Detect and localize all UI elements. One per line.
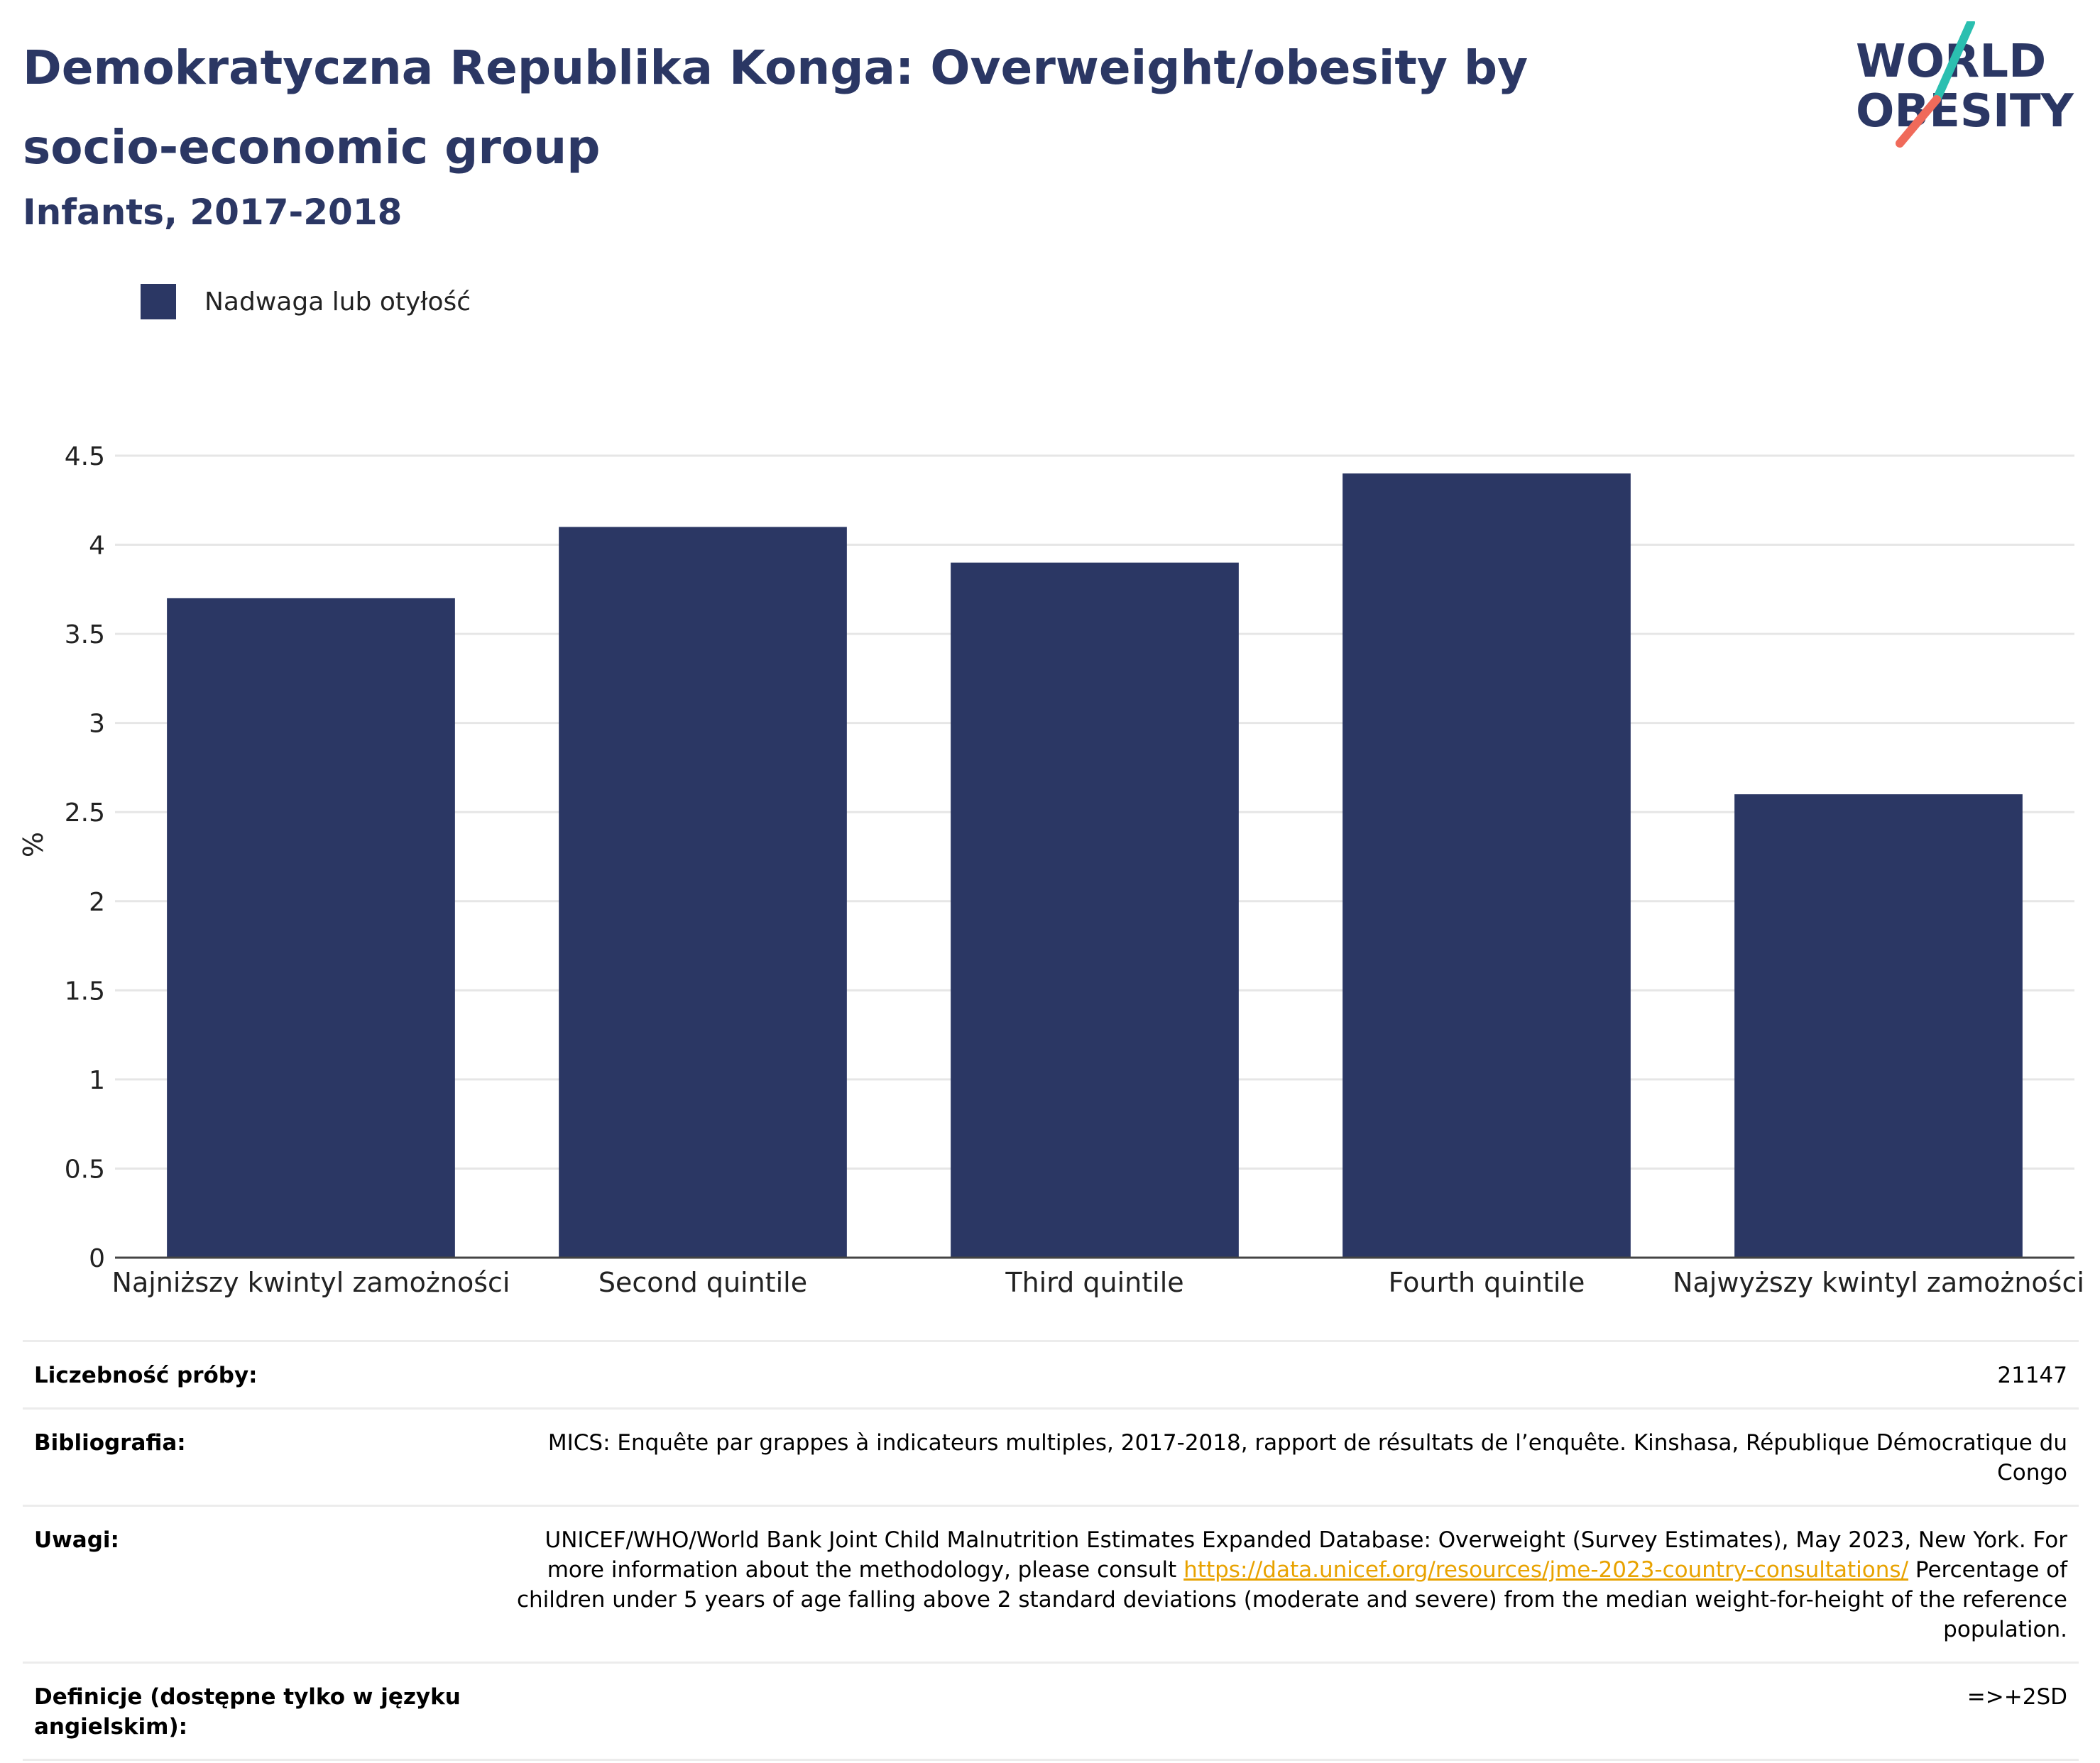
y-tick-label: 1.5	[65, 977, 105, 1006]
y-tick-label: 4.5	[65, 442, 105, 471]
legend-swatch	[141, 284, 176, 319]
sample-size-label: Liczebność próby:	[34, 1363, 258, 1388]
notes-text-2: Percentage of children under 5 years of …	[516, 1557, 2067, 1642]
bibliography-label: Bibliografia:	[34, 1430, 186, 1456]
logo-slash-top	[1932, 21, 1975, 104]
page-title: Demokratyczna Republika Konga: Overweigh…	[23, 40, 1528, 175]
y-tick-label: 2.5	[65, 798, 105, 828]
y-tick-label: 4	[89, 532, 105, 561]
definitions-label: Definicje (dostępne tylko w języku angie…	[34, 1684, 461, 1740]
bar-chart: 0 0.5 1 1.5 2 2.5 3 3.5 4 4.5 Najniższy kwintyl z…	[18, 442, 2084, 1298]
bar[interactable]	[1734, 794, 2023, 1258]
y-tick-label: 3.5	[65, 620, 105, 649]
logo-text-obesity: OBESITY	[1856, 85, 2074, 138]
legend-label: Nadwaga lub otyłość	[204, 287, 471, 317]
notes-value: UNICEF/WHO/World Bank Joint Child Malnut…	[505, 1525, 2067, 1644]
y-tick-label: 0.5	[65, 1155, 105, 1184]
x-tick-label: Najwyższy kwintyl zamożności	[1673, 1267, 2084, 1298]
chart-bars	[167, 473, 2023, 1258]
notes-label: Uwagi:	[34, 1527, 119, 1553]
x-axis-ticks: Najniższy kwintyl zamożności Second quint…	[112, 1267, 2084, 1298]
x-tick-label: Third quintile	[1005, 1267, 1183, 1298]
y-tick-label: 1	[89, 1066, 105, 1095]
meta-row-bibliography: Bibliografia: MICS: Enquête par grappes …	[23, 1407, 2079, 1505]
y-tick-label: 2	[89, 888, 105, 917]
y-axis-label: %	[18, 832, 49, 857]
y-axis-ticks: 0 0.5 1 1.5 2 2.5 3 3.5 4 4.5	[65, 442, 105, 1273]
y-tick-label: 0	[89, 1244, 105, 1273]
sample-size-value: 21147	[1997, 1363, 2067, 1388]
bar[interactable]	[1342, 473, 1631, 1258]
metadata-table: Liczebność próby: 21147 Bibliografia: MI…	[23, 1340, 2079, 1761]
logo-slash-bottom	[1896, 95, 1941, 148]
world-obesity-logo: WORLD OBESITY	[1856, 21, 2074, 148]
y-tick-label: 3	[89, 710, 105, 739]
chart-legend[interactable]: Nadwaga lub otyłość	[141, 284, 471, 319]
x-tick-label: Second quintile	[598, 1267, 807, 1298]
bar[interactable]	[559, 527, 847, 1258]
bibliography-value: MICS: Enquête par grappes à indicateurs …	[547, 1430, 2067, 1485]
x-tick-label: Fourth quintile	[1389, 1267, 1585, 1298]
bar[interactable]	[951, 562, 1239, 1258]
bar[interactable]	[167, 598, 455, 1258]
meta-row-sample: Liczebność próby: 21147	[23, 1340, 2079, 1407]
definitions-value: =>+2SD	[1967, 1684, 2067, 1710]
notes-text-1: UNICEF/WHO/World Bank Joint Child Malnut…	[545, 1527, 2068, 1583]
methodology-link[interactable]: https://data.unicef.org/resources/jme-20…	[1183, 1557, 1909, 1583]
meta-row-definitions: Definicje (dostępne tylko w języku angie…	[23, 1662, 2079, 1761]
meta-row-notes: Uwagi: UNICEF/WHO/World Bank Joint Child…	[23, 1505, 2079, 1662]
x-tick-label: Najniższy kwintyl zamożności	[112, 1267, 510, 1298]
page-subtitle: Infants, 2017-2018	[23, 192, 403, 233]
